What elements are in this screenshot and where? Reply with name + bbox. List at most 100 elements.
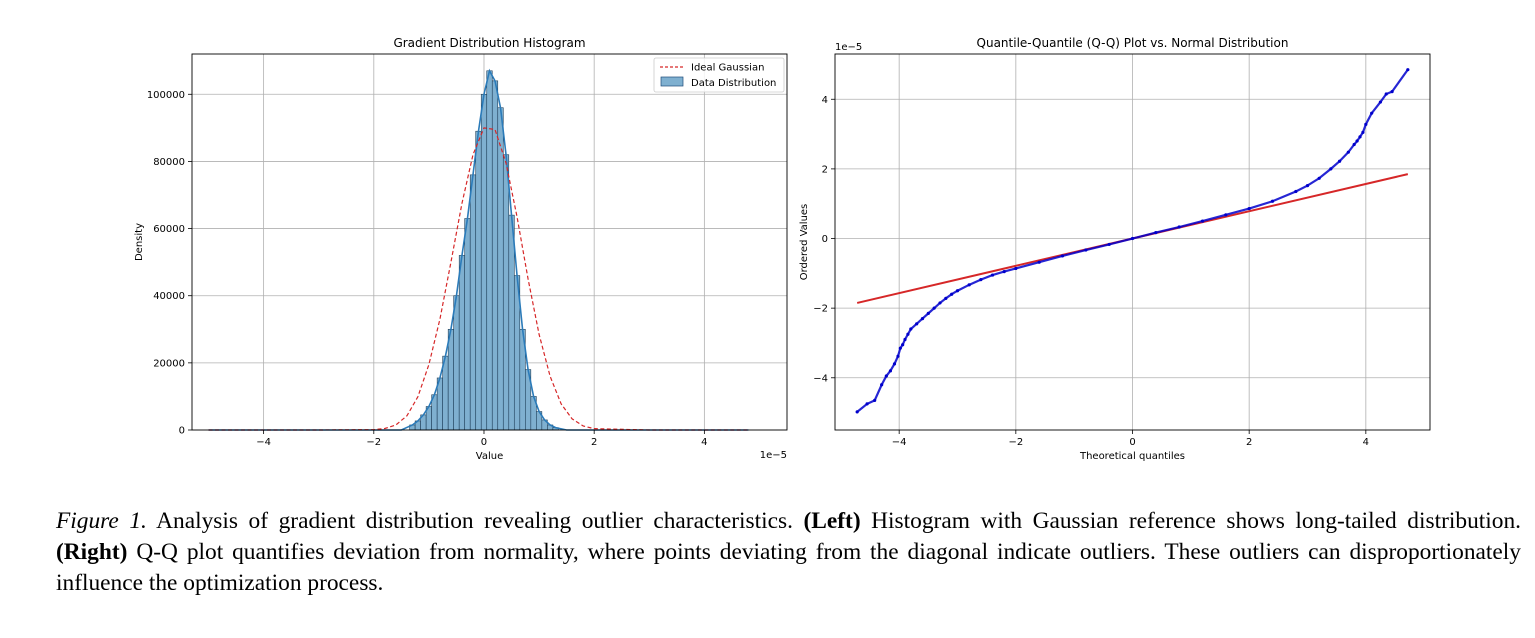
qq-point [1037, 260, 1041, 264]
qq-y-tick-label: 4 [822, 95, 828, 106]
qq-point [1014, 266, 1018, 271]
qq-point [1364, 122, 1368, 126]
caption-right-text: Q-Q plot quantifies deviation from norma… [56, 539, 1521, 596]
qq-point [1224, 213, 1228, 217]
qq-point [884, 374, 888, 378]
qq-points [855, 68, 1410, 414]
qq-point [906, 332, 910, 336]
histogram-bar [502, 154, 510, 431]
qq-point [1154, 231, 1158, 235]
qq-point [950, 292, 954, 296]
qq-point [990, 273, 995, 277]
qq-point [1378, 100, 1383, 104]
figure-caption: Figure 1. Analysis of gradient distribut… [56, 506, 1521, 599]
qq-point [896, 354, 900, 358]
qq-point [1390, 90, 1394, 94]
qq-x-axis-label: Theoretical quantiles [1079, 451, 1185, 462]
qq-y-tick-label: 0 [822, 234, 828, 245]
caption-figure-label: Figure 1. [56, 508, 147, 534]
legend-data-swatch [660, 76, 684, 87]
histogram-y-tick-label: 100000 [147, 90, 185, 101]
qq-point [1355, 139, 1359, 143]
histogram-y-tick-label: 20000 [153, 358, 185, 369]
histogram-y-axis-label: Density [134, 223, 145, 261]
qq-y-axis-label: Ordered Values [799, 204, 810, 281]
qq-point [1384, 92, 1388, 96]
qq-point [898, 346, 902, 350]
histogram-y-tick-label: 0 [179, 426, 185, 437]
qq-x-tick-label: 2 [1246, 437, 1252, 448]
qq-point [938, 301, 942, 305]
histogram-bar [475, 130, 482, 431]
qq-point [1352, 142, 1356, 147]
histogram-bar [480, 93, 488, 431]
qq-point [1060, 254, 1065, 258]
histogram-x-tick-label: −2 [366, 437, 381, 448]
qq-point [901, 343, 905, 347]
qq-point [1177, 225, 1181, 229]
legend-data-label: Data Distribution [691, 78, 776, 89]
qq-title: Quantile-Quantile (Q-Q) Plot vs. Normal … [977, 36, 1289, 50]
qq-ticks: −4 −2 0 2 4 −4 −2 0 2 4 [813, 95, 1369, 448]
histogram-bar [464, 218, 471, 431]
qq-point [932, 306, 936, 310]
qq-y-scale-label: 1e−5 [835, 42, 862, 53]
histogram-bar [491, 80, 499, 431]
histogram-y-tick-label: 60000 [153, 224, 185, 235]
histogram-plot-frame [191, 53, 788, 431]
qq-plot-panel: −4 −2 0 2 4 −4 −2 0 2 4 Quantile-Quantile (Q-Q) P… [799, 36, 1431, 462]
histogram-x-tick-label: −4 [256, 437, 271, 448]
legend-gaussian-label: Ideal Gaussian [691, 63, 764, 74]
histogram-ticks: −4 −2 0 2 4 0 20000 40000 60000 80000 100000 [147, 90, 708, 448]
histogram-x-scale-label: 1e−5 [760, 450, 787, 461]
qq-x-tick-label: −4 [892, 437, 907, 448]
qq-point [1406, 68, 1410, 72]
histogram-bar [453, 295, 460, 431]
qq-point [903, 337, 907, 342]
histogram-x-tick-label: 2 [591, 437, 597, 448]
histogram-x-tick-label: 0 [481, 437, 487, 448]
histogram-bar [486, 70, 493, 431]
qq-point [1358, 135, 1362, 139]
qq-point [920, 316, 925, 321]
qq-point [1294, 189, 1298, 194]
qq-y-tick-label: −4 [813, 373, 828, 384]
qq-point [1200, 219, 1205, 223]
qq-point [1370, 111, 1374, 115]
caption-left-text: Histogram with Gaussian reference shows … [860, 508, 1522, 534]
qq-x-tick-label: −2 [1008, 437, 1023, 448]
qq-point [955, 289, 960, 293]
qq-point [1247, 206, 1251, 211]
qq-y-tick-label: −2 [813, 304, 828, 315]
qq-point [909, 327, 913, 331]
qq-point [1317, 176, 1321, 180]
qq-point [855, 410, 859, 414]
histogram-bars [409, 70, 559, 431]
qq-point [880, 383, 884, 387]
histogram-panel: −4 −2 0 2 4 0 20000 40000 60000 80000 100000 Gradi… [134, 36, 788, 462]
histogram-bar [442, 355, 449, 431]
qq-point [979, 278, 983, 282]
qq-point [944, 296, 948, 300]
qq-point [1361, 130, 1365, 134]
histogram-y-tick-label: 80000 [153, 157, 185, 168]
histogram-bar [497, 107, 504, 431]
qq-point [1084, 248, 1088, 252]
histogram-bar [458, 255, 466, 431]
histogram-y-tick-label: 40000 [153, 291, 185, 302]
qq-x-tick-label: 4 [1363, 437, 1369, 448]
qq-point [892, 362, 897, 366]
caption-right-label: (Right) [56, 539, 128, 565]
qq-point [1346, 150, 1350, 154]
qq-point [915, 322, 919, 326]
histogram-x-tick-label: 4 [701, 437, 707, 448]
histogram-lines [208, 68, 749, 431]
qq-point [1329, 167, 1333, 171]
qq-grid [835, 54, 1430, 430]
qq-point [1305, 184, 1310, 188]
qq-x-tick-label: 0 [1129, 437, 1135, 448]
qq-point [888, 369, 893, 373]
caption-intro: Analysis of gradient distribution reveal… [146, 508, 804, 534]
caption-left-label: (Left) [803, 508, 861, 534]
qq-y-tick-label: 2 [822, 164, 828, 175]
